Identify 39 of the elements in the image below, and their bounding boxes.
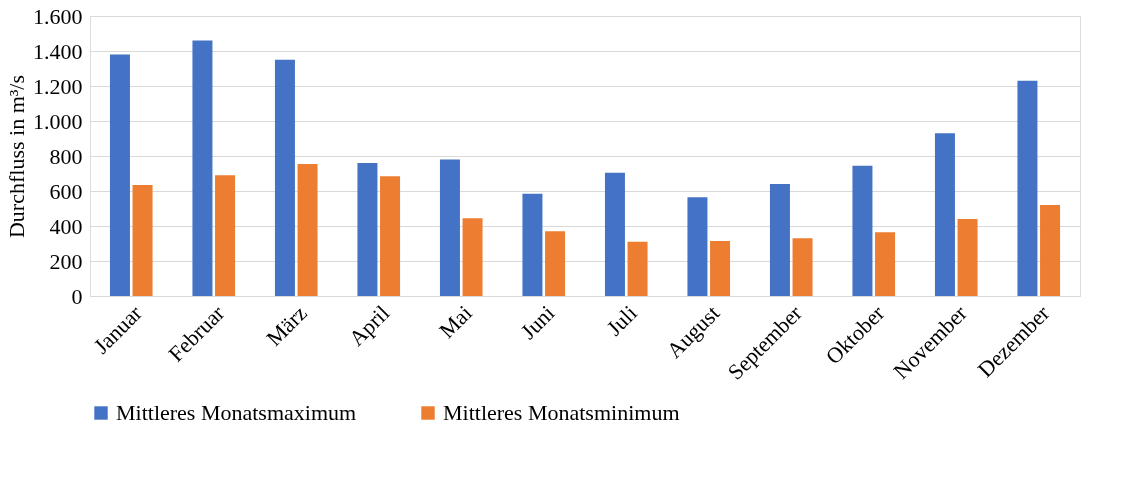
bar — [132, 184, 153, 296]
bar — [769, 184, 790, 296]
bar — [1040, 205, 1061, 296]
y-tick-label: 800 — [49, 143, 83, 169]
y-tick-label: 400 — [49, 213, 83, 239]
legend-label: Mittleres Monatsmaximum — [116, 400, 357, 425]
y-axis-title: Durchfluss in m³/s — [4, 74, 29, 239]
bar — [1017, 80, 1038, 296]
y-tick-label: 1.000 — [33, 108, 83, 134]
bar — [274, 59, 295, 296]
y-tick-label: 0 — [71, 283, 83, 309]
bar — [875, 232, 896, 296]
bar — [215, 175, 236, 296]
x-tick-label: Mai — [434, 300, 477, 344]
y-tick-label: 1.400 — [33, 38, 83, 64]
bar — [604, 172, 625, 296]
bar — [792, 238, 813, 296]
bar — [439, 159, 460, 296]
bar — [687, 197, 708, 296]
bar — [934, 133, 955, 296]
x-tick-label: Juli — [601, 300, 642, 341]
bar — [357, 163, 378, 296]
x-tick-label: Juni — [515, 300, 560, 344]
bar — [710, 240, 731, 296]
bar — [380, 176, 401, 296]
bar — [627, 241, 648, 296]
y-tick-label: 600 — [49, 178, 83, 204]
y-tick-label: 1.600 — [33, 3, 83, 29]
bar — [522, 193, 543, 296]
bar — [957, 219, 978, 296]
bar — [545, 231, 566, 296]
bar — [297, 163, 318, 296]
legend-label: Mittleres Monatsminimum — [443, 400, 680, 425]
bar — [109, 54, 130, 296]
bar — [462, 218, 483, 296]
y-tick-label: 1.200 — [33, 73, 83, 99]
bar — [192, 40, 213, 296]
bar — [852, 165, 873, 296]
y-tick-label: 200 — [49, 248, 83, 274]
